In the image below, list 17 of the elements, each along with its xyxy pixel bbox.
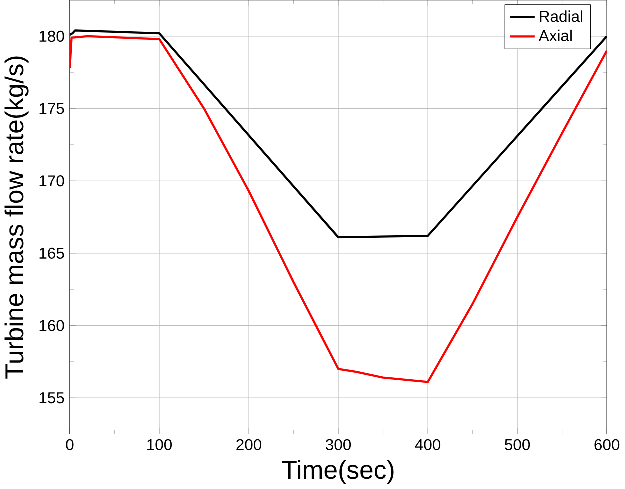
y-tick-label: 170 <box>40 175 64 187</box>
legend-label: Axial <box>538 30 572 42</box>
y-axis-title: Turbine mass flow rate(kg/s) <box>4 56 29 379</box>
x-tick-label: 200 <box>236 439 262 450</box>
y-tick-label: 155 <box>40 392 64 404</box>
x-tick-label: 400 <box>415 439 441 450</box>
y-tick-label: 175 <box>40 103 64 114</box>
y-tick-label: 180 <box>40 30 64 42</box>
y-tick-label: 160 <box>40 320 64 332</box>
x-tick-label: 600 <box>594 439 620 450</box>
x-axis-title: Time(sec) <box>282 460 394 484</box>
legend-label: Radial <box>540 10 582 22</box>
x-tick-label: 300 <box>326 439 352 450</box>
y-tick-label: 165 <box>40 248 64 259</box>
x-tick-label: 500 <box>505 439 530 450</box>
x-tick-label: 100 <box>148 439 172 450</box>
x-tick-label: 0 <box>66 439 74 450</box>
